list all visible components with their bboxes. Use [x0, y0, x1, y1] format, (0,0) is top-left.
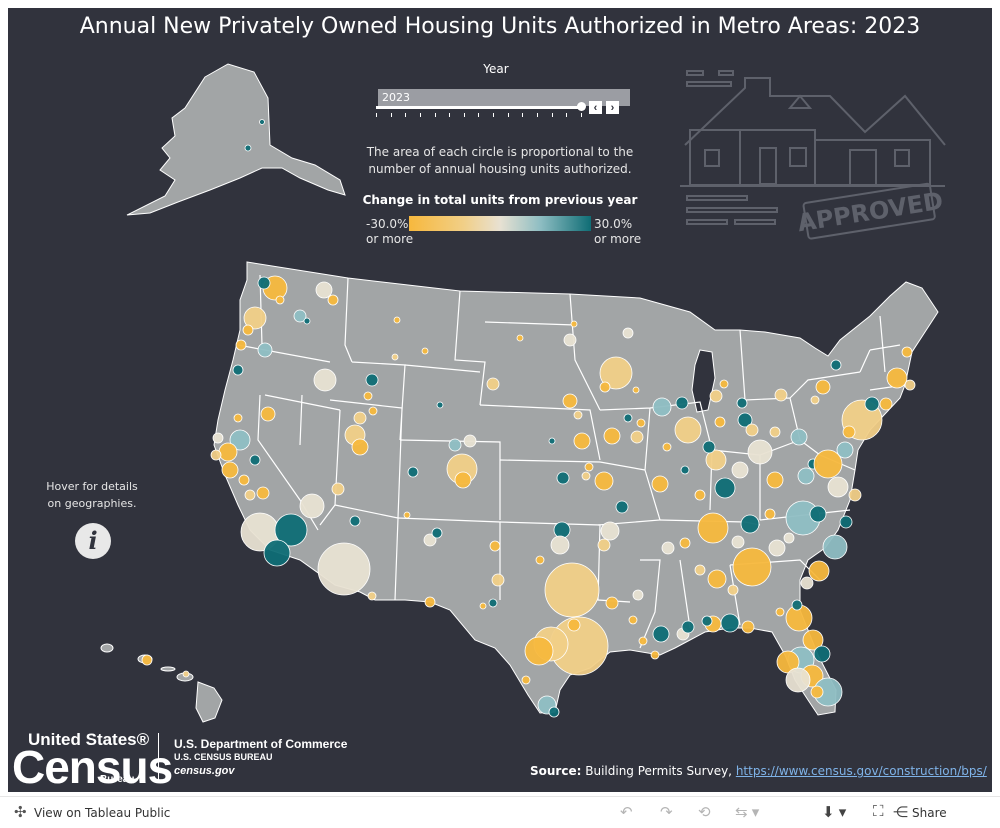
source-label: Source:: [530, 764, 582, 778]
share-button[interactable]: Share: [912, 806, 947, 820]
land: [100, 63, 939, 723]
legend-color-ramp: [409, 216, 591, 231]
logo-bureau: Bureau: [100, 774, 135, 785]
logo-census: Census: [12, 741, 173, 793]
hawaii-kauai: [100, 643, 114, 653]
redo-icon[interactable]: ↷: [660, 804, 673, 821]
share-icon[interactable]: ⋲: [893, 804, 908, 821]
year-slider-handle[interactable]: [577, 102, 586, 111]
map[interactable]: APPROVED: [8, 8, 992, 792]
state-alaska: [126, 63, 346, 216]
size-note-line-2: number of annual housing units authorize…: [368, 162, 632, 176]
source-link[interactable]: https://www.census.gov/construction/bps/: [735, 764, 987, 778]
tableau-toolbar: ✣ View on Tableau Public ↶ ↷ ⟲ ⇆ ▾ ⬇ ▾ ⛶…: [0, 796, 1000, 828]
legend-min-suffix: or more: [366, 232, 414, 246]
legend-max-label: 30.0% or more: [594, 217, 641, 247]
fullscreen-icon[interactable]: ⛶: [873, 803, 884, 820]
prev-year-button[interactable]: ‹: [589, 101, 602, 114]
tableau-icon: ✣: [14, 804, 27, 821]
refresh-icon[interactable]: ⇆ ▾: [735, 804, 760, 821]
size-note: The area of each circle is proportional …: [360, 144, 640, 178]
revert-icon[interactable]: ⟲: [698, 804, 711, 821]
legend-max-suffix: or more: [594, 232, 642, 246]
download-icon[interactable]: ⬇ ▾: [822, 804, 847, 821]
hover-note-line-2: on geographies.: [47, 497, 137, 510]
logo-united-states: United States®: [28, 730, 150, 749]
year-select[interactable]: 2023: [378, 89, 630, 106]
metro-bubbles[interactable]: [141, 119, 916, 718]
hover-note-line-1: Hover for details: [46, 480, 138, 493]
legend-title: Change in total units from previous year: [362, 193, 638, 207]
year-slider-ticks: [376, 113, 582, 117]
brand-divider: [158, 733, 159, 783]
source-text: Building Permits Survey,: [585, 764, 732, 778]
dept-name: U.S. Department of Commerce: [174, 737, 348, 751]
bureau-name: U.S. CENSUS BUREAU: [174, 752, 273, 762]
hawaii-molokai: [160, 666, 176, 672]
hawaii-big: [195, 681, 223, 723]
viz-container: APPROVED: [8, 8, 992, 792]
view-on-tableau-link[interactable]: View on Tableau Public: [34, 806, 171, 820]
hover-note: Hover for details on geographies.: [40, 478, 144, 512]
house-icon: [680, 70, 946, 240]
source-note: Source: Building Permits Survey, https:/…: [530, 764, 987, 778]
undo-icon[interactable]: ↶: [620, 804, 633, 821]
next-year-button[interactable]: ›: [606, 101, 619, 114]
page-title: Annual New Privately Owned Housing Units…: [79, 14, 921, 39]
year-filter-label: Year: [483, 62, 509, 76]
legend-max-value: 30.0%: [594, 217, 633, 231]
census-site: census.gov: [174, 765, 235, 777]
info-icon[interactable]: i: [75, 523, 111, 559]
size-note-line-1: The area of each circle is proportional …: [366, 145, 634, 159]
legend-min-value: -30.0%: [366, 217, 409, 231]
year-slider-track[interactable]: [376, 106, 582, 109]
legend-min-label: -30.0% or more: [366, 217, 413, 247]
